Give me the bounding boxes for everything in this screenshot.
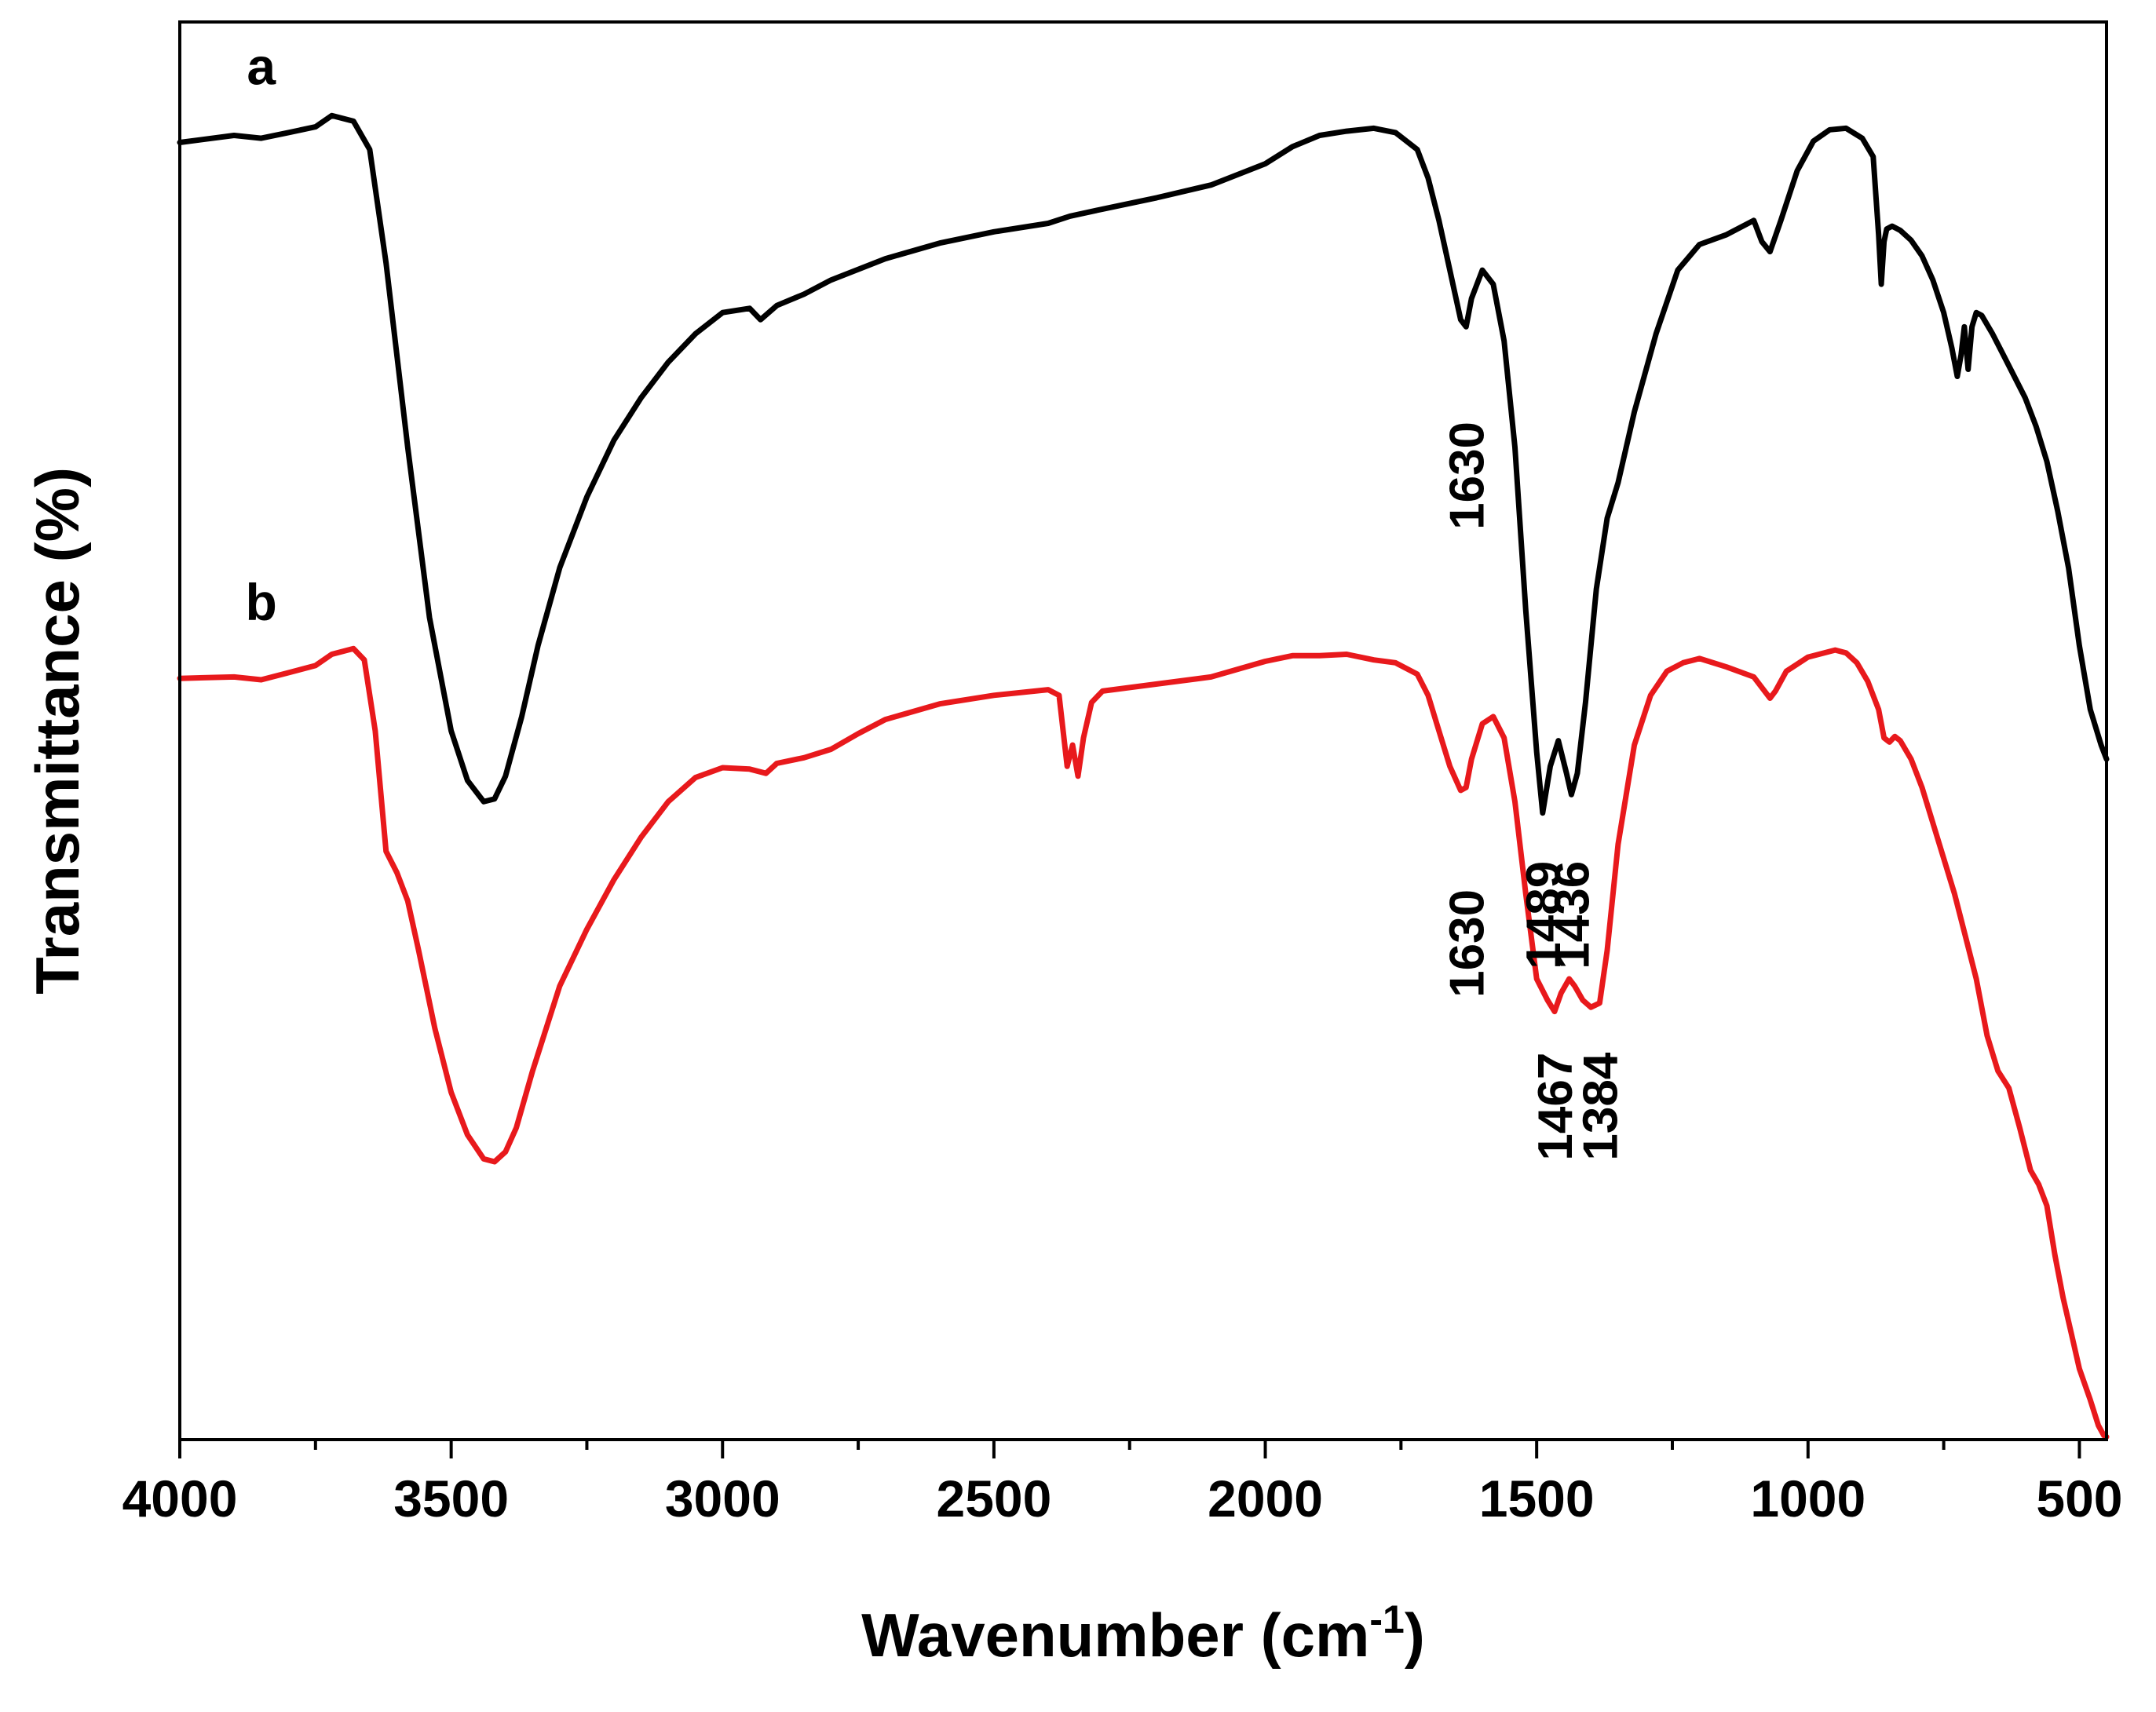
series-line-b [177, 645, 2110, 1440]
peak-label-a-1630: 1630 [1440, 422, 1494, 530]
x-tick-label: 2500 [936, 1469, 1051, 1528]
plot-area: 4000 3500 3000 2500 2000 1500 1000 500 a b 1630 14… [122, 20, 2122, 1528]
peak-label-a-1489: 1489 [1517, 861, 1571, 969]
y-axis-title: Transmittance (%) [23, 467, 92, 995]
plot-frame [178, 20, 2108, 1441]
x-tick-label: 1500 [1479, 1469, 1595, 1528]
series-layer [177, 112, 2110, 1440]
trace-label-a: a [247, 37, 276, 95]
peak-label-b-1384: 1384 [1573, 1052, 1628, 1160]
series-line-a [177, 112, 2110, 816]
x-axis-ticks: 4000 3500 3000 2500 2000 1500 1000 500 [122, 1440, 2122, 1528]
x-tick-label: 2000 [1208, 1469, 1323, 1528]
trace-label-b: b [246, 573, 277, 631]
x-tick-label: 3500 [393, 1469, 509, 1528]
x-tick-label: 500 [2036, 1469, 2122, 1528]
peak-label-b-1467: 1467 [1529, 1053, 1583, 1161]
x-tick-label: 1000 [1750, 1469, 1865, 1528]
peak-label-a-1436: 1436 [1545, 861, 1599, 969]
x-axis-title-main: Wavenumber (cm [861, 1601, 1369, 1670]
x-tick-label: 4000 [122, 1469, 238, 1528]
peak-label-b-1630: 1630 [1440, 889, 1494, 998]
x-axis-title-suffix: ) [1405, 1601, 1425, 1670]
x-axis-title: Wavenumber (cm-1) [861, 1597, 1425, 1670]
x-axis-title-superscript: -1 [1369, 1597, 1404, 1641]
x-tick-label: 3000 [665, 1469, 780, 1528]
